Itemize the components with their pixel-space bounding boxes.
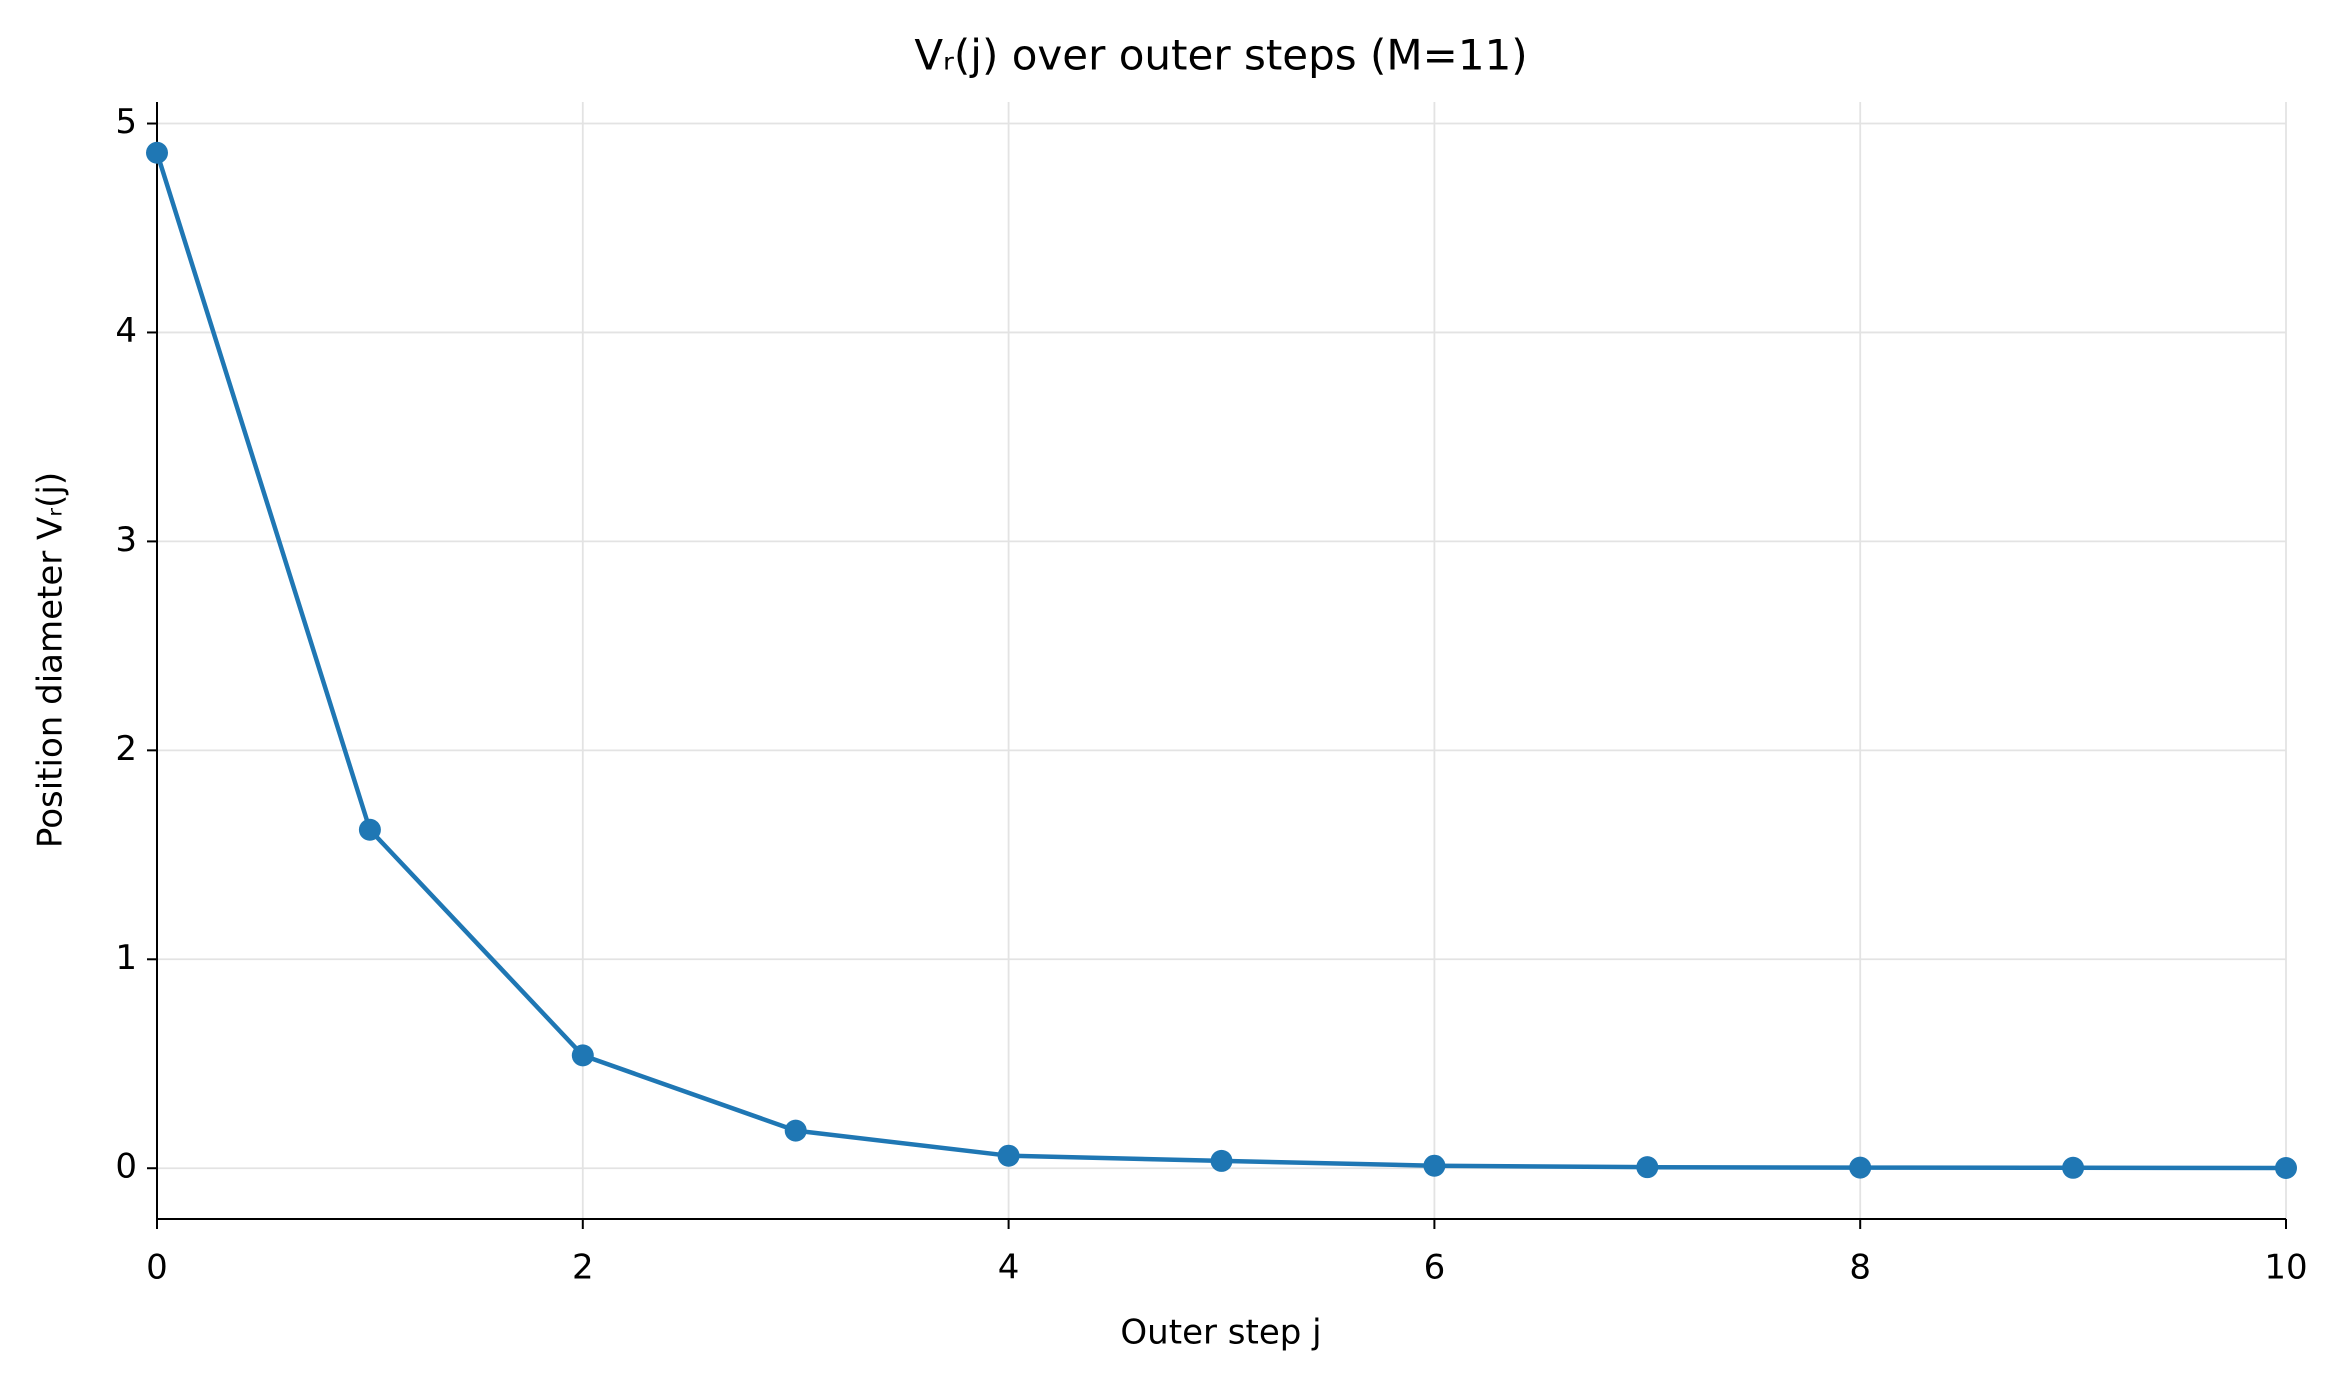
marker bbox=[146, 141, 168, 164]
y-tick-label: 4 bbox=[115, 311, 137, 351]
chart-title: Vᵣ(j) over outer steps (M=11) bbox=[914, 31, 1527, 80]
x-tick-label: 6 bbox=[1424, 1248, 1446, 1288]
y-tick-label: 5 bbox=[115, 102, 137, 142]
marker bbox=[997, 1144, 1020, 1167]
marker bbox=[784, 1119, 807, 1142]
y-axis-label: Position diameter Vᵣ(j) bbox=[31, 472, 71, 848]
x-tick-label: 10 bbox=[2264, 1248, 2307, 1288]
x-axis-label: Outer step j bbox=[1120, 1313, 1321, 1353]
marker bbox=[1423, 1154, 1446, 1177]
y-tick-label: 3 bbox=[115, 520, 137, 560]
marker bbox=[2275, 1157, 2297, 1180]
marker bbox=[571, 1044, 594, 1067]
x-tick-label: 0 bbox=[146, 1248, 168, 1288]
x-tick-label: 2 bbox=[572, 1248, 594, 1288]
y-tick-label: 0 bbox=[115, 1147, 137, 1187]
marker bbox=[1849, 1156, 1872, 1179]
x-tick-label: 8 bbox=[1849, 1248, 1871, 1288]
y-tick-label: 2 bbox=[115, 729, 137, 769]
marker bbox=[1636, 1156, 1659, 1179]
y-tick-label: 1 bbox=[115, 938, 137, 978]
marker bbox=[1210, 1149, 1233, 1172]
x-tick-label: 4 bbox=[998, 1248, 1020, 1288]
marker bbox=[358, 818, 381, 841]
marker bbox=[2062, 1156, 2085, 1179]
